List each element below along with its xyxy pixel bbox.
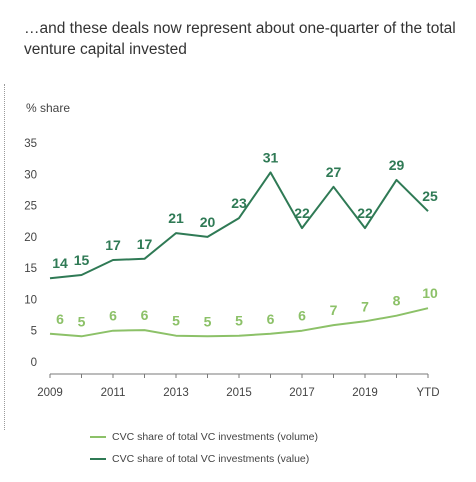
y-axis-ticks: 0 5 10 15 20 25 30 35: [24, 138, 37, 369]
data-label-volume: 6: [109, 308, 117, 324]
legend-swatch-volume: [90, 436, 106, 438]
data-label-volume: 7: [330, 302, 338, 318]
data-label-value: 17: [105, 237, 121, 253]
data-label-value: 29: [389, 157, 405, 173]
data-label-value: 23: [231, 195, 247, 211]
data-label-value: 14: [52, 255, 68, 271]
series-lines: [49, 171, 429, 338]
legend-item-volume: CVC share of total VC investments (volum…: [90, 426, 318, 448]
data-label-volume: 5: [78, 313, 86, 329]
data-label-value: 20: [200, 214, 216, 230]
y-tick-label: 35: [24, 138, 37, 150]
data-label-volume: 10: [422, 285, 438, 301]
legend-item-value: CVC share of total VC investments (value…: [90, 448, 318, 470]
x-tick-label: 2013: [163, 387, 189, 399]
x-tick-label: 2015: [226, 387, 252, 399]
data-label-value: 15: [74, 252, 90, 268]
data-label-volume: 5: [172, 313, 180, 329]
data-label-value: 31: [263, 149, 279, 165]
x-axis-ticks: 2009 2011 2013 2015 2017 2019 YTD: [37, 374, 440, 399]
y-axis-label: % share: [26, 101, 70, 115]
data-label-volume: 8: [393, 293, 401, 309]
y-tick-label: 0: [31, 357, 37, 369]
y-tick-label: 10: [24, 294, 37, 306]
data-label-value: 21: [168, 210, 184, 226]
chart-title: …and these deals now represent about one…: [24, 20, 456, 58]
y-tick-label: 20: [24, 232, 37, 244]
data-label-value: 25: [422, 188, 438, 204]
left-dotted-rule: [4, 84, 5, 430]
data-label-volume: 6: [267, 311, 275, 327]
data-label-volume: 6: [56, 311, 64, 327]
data-label-volume: 6: [141, 307, 149, 323]
legend-label-volume: CVC share of total VC investments (volum…: [112, 431, 318, 443]
x-tick-label: 2011: [101, 387, 126, 399]
data-label-volume: 7: [361, 298, 369, 314]
series-line-value: [49, 171, 429, 280]
data-label-volume: 5: [235, 313, 243, 329]
y-tick-label: 25: [24, 201, 37, 213]
data-label-volume: 5: [204, 313, 212, 329]
y-tick-label: 30: [24, 169, 37, 181]
data-label-value: 17: [137, 236, 153, 252]
data-label-value: 22: [357, 205, 373, 221]
data-label-volume: 6: [298, 308, 306, 324]
x-tick-label: YTD: [417, 387, 440, 399]
x-tick-label: 2019: [352, 387, 378, 399]
x-tick-label: 2009: [37, 387, 63, 399]
x-tick-label: 2017: [289, 387, 315, 399]
legend-label-value: CVC share of total VC investments (value…: [112, 453, 310, 465]
y-tick-label: 5: [31, 326, 37, 338]
legend-swatch-value: [90, 458, 106, 460]
legend: CVC share of total VC investments (volum…: [90, 426, 318, 470]
data-label-value: 27: [326, 164, 342, 180]
series-line-volume: [49, 307, 429, 338]
data-label-value: 22: [294, 205, 310, 221]
y-tick-label: 15: [24, 263, 37, 275]
